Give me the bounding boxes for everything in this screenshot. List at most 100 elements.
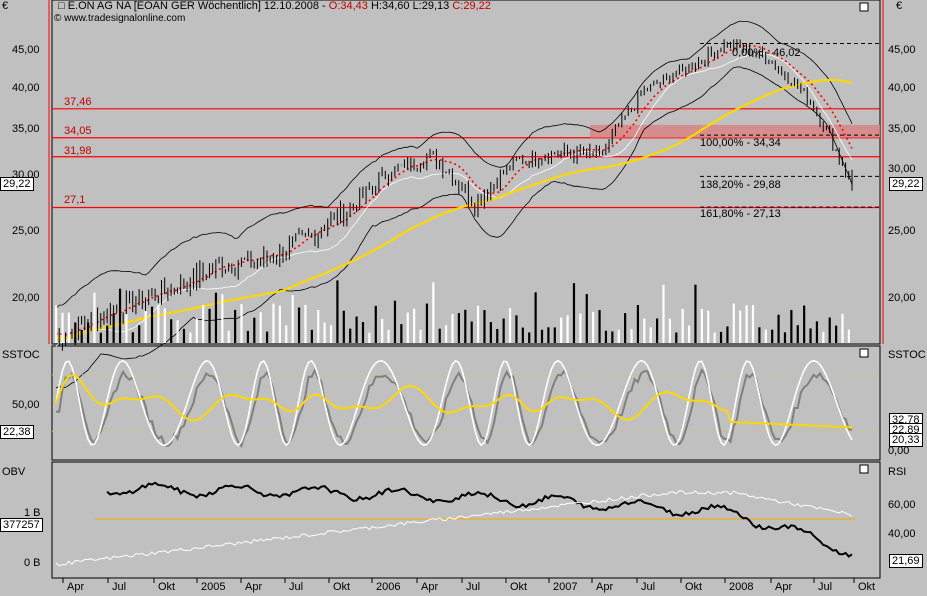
volume-bar (592, 311, 595, 343)
volume-bar (700, 308, 703, 343)
volume-bar (336, 280, 339, 343)
volume-bar (457, 313, 460, 343)
x-tick-label: Jul (641, 581, 656, 593)
resistance-zone (590, 124, 880, 138)
x-tick-label: Apr (596, 581, 614, 593)
x-tick-label: Okt (333, 581, 351, 593)
volume-bar (547, 327, 550, 343)
pane-close-button[interactable] (859, 464, 869, 474)
volume-bar (515, 315, 518, 343)
tick-right-30: 30,00 (888, 163, 916, 175)
volume-bar (329, 325, 333, 343)
volume-bar (106, 325, 109, 343)
volume-bar (598, 310, 601, 343)
volume-bar (227, 330, 230, 343)
x-tick-label: Apr (67, 581, 85, 593)
volume-bar (131, 332, 134, 343)
volume-bar (55, 305, 58, 343)
x-tick-label: Jul (818, 581, 833, 593)
volume-bar (304, 304, 307, 343)
volume-bar (553, 327, 556, 343)
volume-bar (425, 303, 429, 343)
volume-bar (732, 303, 735, 343)
volume-bar (483, 310, 486, 343)
tick-right-45: 45,00 (888, 44, 916, 56)
volume-bar (803, 305, 806, 343)
volume-bar (189, 332, 192, 343)
tick-right-35: 35,00 (888, 123, 916, 135)
fib-label-138: 138,20% - 29,88 (700, 179, 781, 191)
tick-left-25: 25,00 (12, 225, 40, 237)
high-value: H:34,60 (370, 0, 410, 12)
fib-label-161: 161,80% - 27,13 (700, 208, 781, 220)
pane-close-button[interactable] (859, 2, 869, 12)
tick-left-20: 20,00 (12, 292, 40, 304)
volume-bar (265, 331, 269, 343)
stoch-average (55, 373, 853, 429)
volume-bar (246, 330, 250, 343)
volume-bar (208, 308, 211, 343)
volume-bar (566, 315, 569, 343)
obv-line (106, 481, 853, 558)
obv-tick-1b: 1 B (24, 507, 41, 519)
rsi-tick-60: 60,00 (888, 499, 916, 511)
volume-bar (489, 322, 492, 343)
volume-bar (521, 327, 524, 343)
fib-label-100: 100,00% - 34,34 (700, 137, 781, 149)
x-tick-label: Okt (510, 581, 528, 593)
volume-bar (636, 305, 640, 343)
tick-left-35: 35,00 (12, 123, 40, 135)
volume-bar (617, 329, 620, 343)
sstoc-last-left: 22,38 (0, 425, 34, 439)
volume-bar (815, 321, 819, 343)
volume-bar (624, 313, 627, 343)
volume-bar (355, 316, 358, 343)
volume-bar (310, 329, 313, 343)
volume-bar (508, 308, 512, 343)
volume-bar (393, 300, 397, 343)
pane-close-button[interactable] (859, 348, 869, 358)
volume-bar (745, 305, 748, 343)
volume-bar (783, 332, 787, 343)
x-tick-label: Jul (289, 581, 304, 593)
price-last-right: 29,22 (889, 177, 923, 191)
volume-bar (253, 317, 256, 343)
sstoc-tick-50: 50,00 (12, 399, 40, 411)
volume-bar (847, 329, 851, 343)
checkbox-icon[interactable]: □ (58, 0, 68, 12)
volume-bar (662, 284, 665, 343)
volume-bar (630, 329, 633, 343)
open-value: O:34,43 (328, 0, 368, 12)
volume-bar (649, 327, 652, 343)
volume-bar (739, 310, 742, 343)
sstoc-title-right: SSTOC (888, 349, 926, 361)
pane-frame (51, 345, 881, 461)
volume-bar (374, 305, 377, 343)
volume-bar (675, 332, 678, 343)
volume-bar (687, 325, 691, 343)
fib-label-0: 0,00% - 46,02 (732, 47, 801, 59)
volume-bar (668, 318, 671, 343)
volume-bar (61, 312, 64, 343)
volume-bar (655, 318, 659, 343)
level-label-3: 31,98 (64, 145, 92, 157)
x-tick-label: Jul (466, 581, 481, 593)
volume-bar (387, 329, 390, 343)
volume-bar (317, 309, 320, 343)
x-tick-label: 2007 (553, 581, 578, 593)
sstoc-tick-0: 0,00 (888, 445, 910, 457)
obv-tick-0b: 0 B (24, 557, 41, 569)
obv-last-left: 377257 (0, 518, 43, 532)
volume-bar (361, 322, 365, 343)
volume-bar (67, 312, 70, 343)
x-tick-label: 2006 (376, 581, 401, 593)
volume-bar (476, 305, 480, 343)
rsi-line (55, 490, 853, 567)
ma-white (55, 52, 853, 347)
volume-bar (572, 283, 576, 343)
rsi-last-right: 21,69 (889, 554, 923, 568)
volume-bar (470, 321, 473, 343)
sstoc-value-3: 20,33 (889, 433, 923, 447)
volume-bar (368, 332, 371, 343)
